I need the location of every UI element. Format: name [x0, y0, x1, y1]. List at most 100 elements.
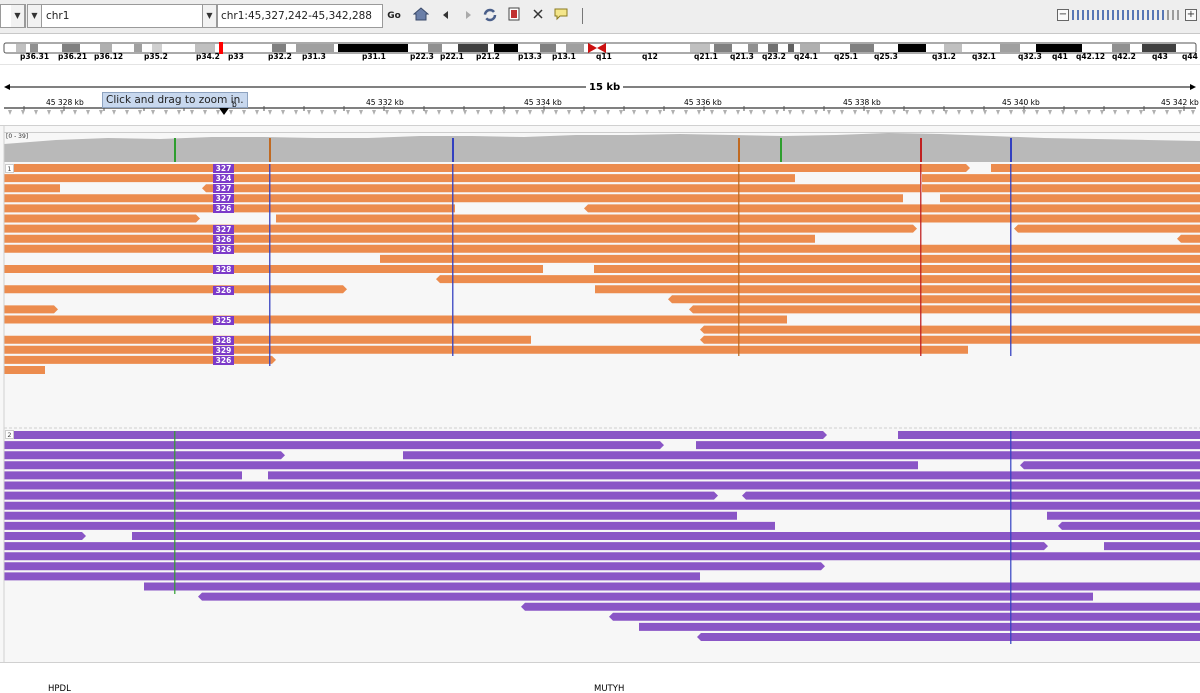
gene-label-mutyh[interactable]: MUTYH	[594, 684, 625, 693]
snp-marker	[1009, 110, 1013, 115]
group-label: 1	[5, 164, 14, 173]
chromosome-ideogram[interactable]: p36.31 p36.21 p36.12 p35.2 p34.2 p33 p32.2 p31.…	[0, 35, 1200, 65]
gene-label-hpdl[interactable]: HPDL	[48, 684, 71, 693]
read-alignment	[595, 285, 1200, 294]
zoom-out-button[interactable]: −	[1057, 9, 1069, 21]
zoom-tick[interactable]	[1082, 10, 1084, 20]
insertion-label[interactable]: 326	[213, 356, 234, 365]
snp-marker	[164, 110, 168, 115]
zoom-tick[interactable]	[1087, 10, 1089, 20]
resize-icon[interactable]	[529, 7, 547, 25]
zoom-tick[interactable]	[1102, 10, 1104, 20]
chevron-down-icon: ▼	[28, 5, 42, 27]
snp-marker	[580, 110, 584, 115]
zoom-tick[interactable]	[1092, 10, 1094, 20]
forward-icon[interactable]	[459, 7, 477, 25]
zoom-tick[interactable]	[1107, 10, 1109, 20]
insertion-label[interactable]: 327	[213, 225, 234, 234]
band-label: q23.2	[762, 52, 786, 61]
zoom-tick[interactable]	[1112, 10, 1114, 20]
read-alignment	[4, 366, 45, 374]
snp-marker	[463, 110, 467, 115]
read-alignment	[4, 345, 968, 354]
zoom-in-button[interactable]: +	[1185, 9, 1197, 21]
variant-column	[738, 164, 740, 356]
zoom-tick[interactable]	[1142, 10, 1144, 20]
popup-text-icon[interactable]	[552, 7, 570, 25]
insertion-label[interactable]: 327	[213, 184, 234, 193]
insertion-label[interactable]: 327	[213, 194, 234, 203]
insertion-label[interactable]: 325	[213, 316, 234, 325]
snp-marker	[879, 110, 883, 115]
ideogram-bands[interactable]	[0, 41, 1200, 59]
zoom-tick[interactable]	[1127, 10, 1129, 20]
band-label: q32.3	[1018, 52, 1042, 61]
read-alignment	[4, 521, 775, 530]
zoom-tick[interactable]	[1097, 10, 1099, 20]
snp-marker	[242, 110, 246, 115]
zoom-tick[interactable]	[1072, 10, 1074, 20]
read-alignment	[4, 244, 1200, 253]
snp-marker	[437, 110, 441, 115]
snp-marker	[333, 110, 337, 115]
snp-marker	[294, 110, 298, 115]
snp-marker	[1113, 110, 1117, 115]
zoom-tick[interactable]	[1117, 10, 1119, 20]
snp-marker	[1165, 110, 1169, 115]
read-alignment	[991, 164, 1200, 172]
roi-icon[interactable]	[505, 7, 523, 25]
snp-marker	[840, 110, 844, 115]
coverage-variant-mark	[269, 138, 271, 162]
snp-marker	[788, 110, 792, 115]
snp-marker	[307, 110, 311, 115]
read-alignment	[4, 335, 531, 344]
gene-track[interactable]	[0, 662, 1200, 693]
insertion-label[interactable]: 326	[213, 204, 234, 213]
zoom-tick[interactable]	[1167, 10, 1169, 20]
read-alignment	[668, 295, 1200, 304]
read-alignment	[4, 285, 347, 294]
zoom-tick[interactable]	[1077, 10, 1079, 20]
zoom-tick[interactable]	[1157, 10, 1159, 20]
zoom-tick[interactable]	[1152, 10, 1154, 20]
insertion-label[interactable]: 328	[213, 336, 234, 345]
locus-input[interactable]: chr1:45,327,242-45,342,288	[217, 4, 383, 28]
zoom-tick[interactable]	[1177, 10, 1179, 20]
zoom-tick[interactable]	[1137, 10, 1139, 20]
zoom-tick[interactable]	[1132, 10, 1134, 20]
home-icon[interactable]	[412, 7, 430, 25]
band-label: q11	[596, 52, 612, 61]
go-button[interactable]: Go	[384, 4, 404, 28]
read-alignment	[4, 441, 664, 450]
back-icon[interactable]	[437, 7, 455, 25]
chromosome-dropdown[interactable]: ▼ chr1 ▼	[27, 4, 217, 28]
zoom-widget[interactable]: − +	[1057, 7, 1197, 23]
genome-dropdown[interactable]: ▼	[0, 4, 26, 28]
snp-marker	[99, 110, 103, 115]
read-alignment	[1014, 224, 1200, 233]
ruler-position-label: 45 336 kb	[684, 98, 722, 107]
snp-marker	[255, 110, 259, 115]
zoom-tick[interactable]	[1147, 10, 1149, 20]
ruler-position-label: 45 342 kb	[1161, 98, 1199, 107]
insertion-label[interactable]: 326	[213, 286, 234, 295]
snp-marker	[710, 110, 714, 115]
zoom-tick[interactable]	[1172, 10, 1174, 20]
zoom-slider[interactable]	[1072, 10, 1182, 20]
band-label: q21.1	[694, 52, 718, 61]
insertion-label[interactable]: 328	[213, 265, 234, 274]
insertion-label[interactable]: 324	[213, 174, 234, 183]
variant-column	[920, 164, 922, 356]
read-alignment	[4, 355, 276, 364]
insertion-label[interactable]: 327	[213, 164, 234, 173]
insertion-label[interactable]: 326	[213, 235, 234, 244]
band-label: q41	[1052, 52, 1068, 61]
zoom-tick[interactable]	[1122, 10, 1124, 20]
refresh-icon[interactable]	[481, 7, 499, 25]
insertion-label[interactable]: 329	[213, 346, 234, 355]
insertion-label[interactable]: 326	[213, 245, 234, 254]
zoom-tooltip: Click and drag to zoom in.	[102, 92, 248, 108]
zoom-tick[interactable]	[1162, 10, 1164, 20]
snp-marker	[671, 110, 675, 115]
